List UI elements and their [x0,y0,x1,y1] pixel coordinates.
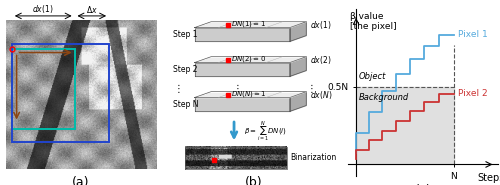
Polygon shape [194,22,306,28]
Text: Pixel 1: Pixel 1 [458,30,488,39]
Text: $\beta=\sum_{i=1}^{N}DN(i)$: $\beta=\sum_{i=1}^{N}DN(i)$ [244,119,287,143]
Text: (a): (a) [72,176,90,185]
Text: ⋮: ⋮ [174,84,183,94]
Text: $dx(N)$: $dx(N)$ [310,89,332,101]
Text: $DN(N)=1$: $DN(N)=1$ [231,89,266,99]
Text: $\Delta x$: $\Delta x$ [86,4,98,15]
Text: Pixel 2: Pixel 2 [458,89,487,98]
Text: (c): (c) [414,184,432,185]
Text: $DN(1)=1$: $DN(1)=1$ [232,19,266,29]
Polygon shape [290,57,306,76]
Polygon shape [194,63,290,76]
Polygon shape [194,97,290,111]
Bar [12,49,74,129]
Text: $dx(2)$: $dx(2)$ [310,54,331,66]
Polygon shape [290,22,306,41]
Text: ⋮: ⋮ [306,84,316,94]
Bar [12,44,109,142]
Text: Step 2: Step 2 [174,65,198,74]
Text: Background: Background [359,92,410,102]
Text: ⋮: ⋮ [232,84,242,94]
Polygon shape [194,92,306,97]
Text: Step N: Step N [174,100,199,109]
Text: (b): (b) [245,176,262,185]
Polygon shape [290,92,306,111]
Text: Object: Object [359,72,386,81]
Text: β value
[the pixel]: β value [the pixel] [350,12,397,31]
Text: Step 1: Step 1 [174,30,198,39]
Text: Steps: Steps [477,173,500,183]
Text: $dx(1)$: $dx(1)$ [310,19,331,31]
Text: Binarization: Binarization [290,153,336,162]
Polygon shape [194,57,306,63]
Text: $DN(2)=0$: $DN(2)=0$ [231,54,266,64]
Polygon shape [194,28,290,41]
Text: $dx(1)$: $dx(1)$ [32,3,54,15]
